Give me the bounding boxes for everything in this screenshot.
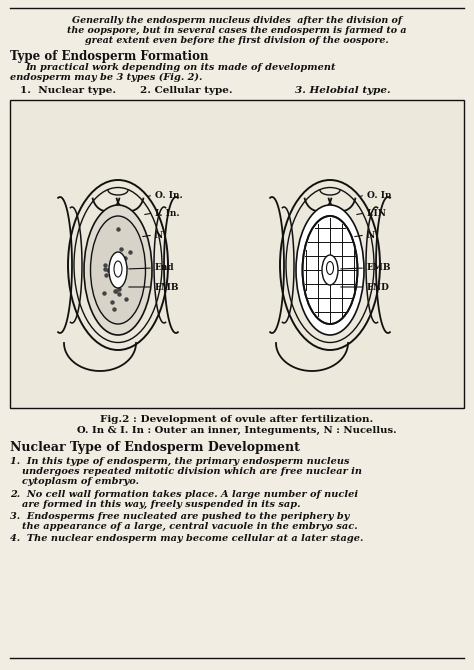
Text: 4.  The nuclear endosperm may become cellular at a later stage.: 4. The nuclear endosperm may become cell… [10, 534, 364, 543]
Ellipse shape [109, 252, 127, 288]
Text: Fig.2 : Development of ovule after fertilization.: Fig.2 : Development of ovule after ferti… [100, 415, 374, 424]
Text: O. In.: O. In. [155, 190, 183, 200]
Text: cytoplasm of embryo.: cytoplasm of embryo. [22, 477, 139, 486]
Text: In practical work depending on its made of development: In practical work depending on its made … [25, 63, 336, 72]
Text: I. In.: I. In. [155, 208, 180, 218]
Text: 2.  No cell wall formation takes place. A large number of nuclei: 2. No cell wall formation takes place. A… [10, 490, 358, 499]
Ellipse shape [84, 205, 152, 335]
Bar [10, 100, 464, 408]
Text: N: N [155, 230, 163, 239]
Text: Nuclear Type of Endosperm Development: Nuclear Type of Endosperm Development [10, 441, 300, 454]
Text: 3. Helobial type.: 3. Helobial type. [295, 86, 391, 95]
Text: are formed in this way, freely suspended in its sap.: are formed in this way, freely suspended… [22, 500, 301, 509]
Text: 2. Cellular type.: 2. Cellular type. [140, 86, 233, 95]
Text: Generally the endosperm nucleus divides  after the division of: Generally the endosperm nucleus divides … [72, 16, 402, 25]
Text: EMB: EMB [155, 283, 180, 291]
Text: 1.  In this type of endosperm, the primary endosperm nucleus: 1. In this type of endosperm, the primar… [10, 457, 349, 466]
Text: the appearance of a large, central vacuole in the embryo sac.: the appearance of a large, central vacuo… [22, 522, 357, 531]
Text: O. In: O. In [367, 190, 392, 200]
Text: 1.  Nuclear type.: 1. Nuclear type. [20, 86, 116, 95]
Ellipse shape [296, 205, 364, 335]
Text: great extent even before the first division of the oospore.: great extent even before the first divis… [85, 36, 389, 45]
Text: Type of Endosperm Formation: Type of Endosperm Formation [10, 50, 209, 63]
Text: O. In & I. In : Outer an inner, Integuments, N : Nucellus.: O. In & I. In : Outer an inner, Integume… [77, 426, 397, 435]
Text: 3.  Endosperms free nucleated are pushed to the periphery by: 3. Endosperms free nucleated are pushed … [10, 512, 349, 521]
Text: EMB: EMB [367, 263, 392, 273]
Text: the oopspore, but in several cases the endosperm is farmed to a: the oopspore, but in several cases the e… [67, 26, 407, 35]
Ellipse shape [91, 216, 146, 324]
Text: End: End [155, 263, 174, 273]
Text: I.IN: I.IN [367, 208, 387, 218]
Ellipse shape [322, 255, 338, 285]
Text: N: N [367, 230, 375, 239]
Text: endosperm may be 3 types (Fig. 2).: endosperm may be 3 types (Fig. 2). [10, 73, 202, 82]
Text: END: END [367, 283, 390, 291]
Ellipse shape [302, 216, 357, 324]
Text: undergoes repeated mitotic division which are free nuclear in: undergoes repeated mitotic division whic… [22, 467, 362, 476]
